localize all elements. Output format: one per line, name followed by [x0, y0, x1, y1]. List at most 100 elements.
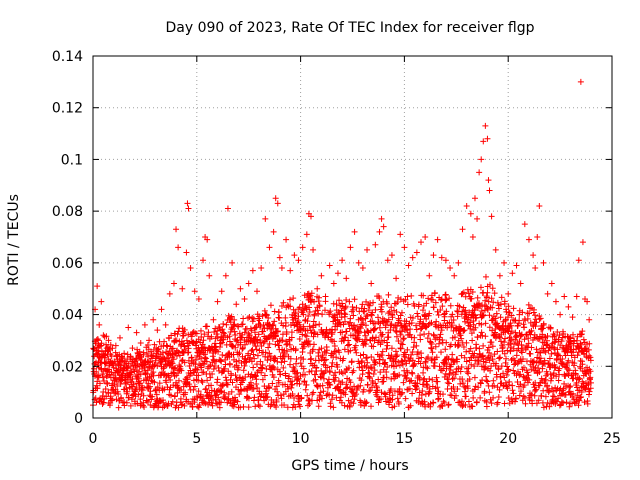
band-point — [214, 376, 221, 383]
band-point — [226, 333, 233, 340]
band-point — [143, 397, 150, 404]
band-point — [151, 341, 158, 348]
band-point — [463, 358, 470, 365]
band-point — [347, 347, 354, 354]
band-point — [324, 364, 331, 371]
band-point — [262, 349, 269, 356]
band-point — [272, 355, 279, 362]
band-point — [348, 358, 355, 365]
band-point — [442, 297, 449, 304]
band-point — [454, 386, 461, 393]
band-point — [204, 377, 211, 384]
band-point — [399, 361, 406, 368]
band-point — [397, 312, 404, 319]
band-point — [144, 367, 151, 374]
band-point — [477, 284, 484, 291]
band-point — [297, 403, 304, 410]
band-point — [350, 312, 357, 319]
band-point — [447, 302, 454, 309]
band-point — [168, 345, 175, 352]
band-point — [331, 343, 338, 350]
band-point — [407, 326, 414, 333]
band-point — [424, 335, 431, 342]
band-point — [290, 306, 297, 313]
band-point — [133, 384, 140, 391]
band-point — [251, 394, 258, 401]
band-point — [227, 319, 234, 326]
band-point — [485, 344, 492, 351]
band-point — [319, 382, 326, 389]
band-point — [195, 388, 202, 395]
band-point — [196, 402, 203, 409]
band-point — [459, 376, 466, 383]
band-point — [482, 364, 489, 371]
y-tick-label: 0.04 — [52, 308, 83, 324]
band-point — [459, 290, 466, 297]
band-point — [278, 395, 285, 402]
band-point — [388, 321, 395, 328]
band-point — [481, 388, 488, 395]
band-point — [96, 380, 103, 387]
band-point — [222, 374, 229, 381]
band-point — [220, 320, 227, 327]
band-point — [256, 403, 263, 410]
band-point — [279, 337, 286, 344]
band-point — [388, 375, 395, 382]
band-point — [311, 330, 318, 337]
band-point — [358, 399, 365, 406]
band-point — [248, 347, 255, 354]
band-point — [399, 341, 406, 348]
band-point — [445, 380, 452, 387]
band-point — [229, 379, 236, 386]
band-point — [99, 374, 106, 381]
band-point — [433, 374, 440, 381]
band-point — [228, 313, 235, 320]
band-point — [372, 359, 379, 366]
band-point — [311, 312, 318, 319]
band-point — [451, 334, 458, 341]
band-point — [372, 306, 379, 313]
band-point — [398, 309, 405, 316]
band-point — [389, 314, 396, 321]
band-point — [454, 307, 461, 314]
band-point — [335, 377, 342, 384]
x-tick-label: 20 — [499, 431, 517, 447]
band-point — [175, 404, 182, 411]
band-point — [301, 378, 308, 385]
band-point — [151, 379, 158, 386]
data-points — [90, 78, 594, 411]
band-point — [402, 351, 409, 358]
band-point — [353, 391, 360, 398]
band-point — [331, 338, 338, 345]
band-point — [446, 295, 453, 302]
band-point — [287, 303, 294, 310]
band-point — [346, 298, 353, 305]
band-point — [329, 359, 336, 366]
band-point — [487, 353, 494, 360]
band-point — [482, 359, 489, 366]
band-point — [362, 400, 369, 407]
band-point — [376, 295, 383, 302]
band-point — [290, 295, 297, 302]
band-point — [259, 376, 266, 383]
band-point — [417, 336, 424, 343]
band-point — [191, 383, 198, 390]
band-point — [363, 399, 370, 406]
band-point — [141, 404, 148, 411]
band-point — [473, 399, 480, 406]
band-point — [185, 345, 192, 352]
band-point — [377, 395, 384, 402]
band-point — [306, 323, 313, 330]
band-point — [321, 307, 328, 314]
band-point — [432, 343, 439, 350]
band-point — [342, 334, 349, 341]
band-point — [144, 341, 151, 348]
band-point — [289, 381, 296, 388]
band-point — [327, 381, 334, 388]
band-point — [413, 342, 420, 349]
band-point — [456, 303, 463, 310]
band-point — [259, 328, 266, 335]
band-point — [346, 341, 353, 348]
band-point — [364, 354, 371, 361]
band-point — [223, 321, 230, 328]
